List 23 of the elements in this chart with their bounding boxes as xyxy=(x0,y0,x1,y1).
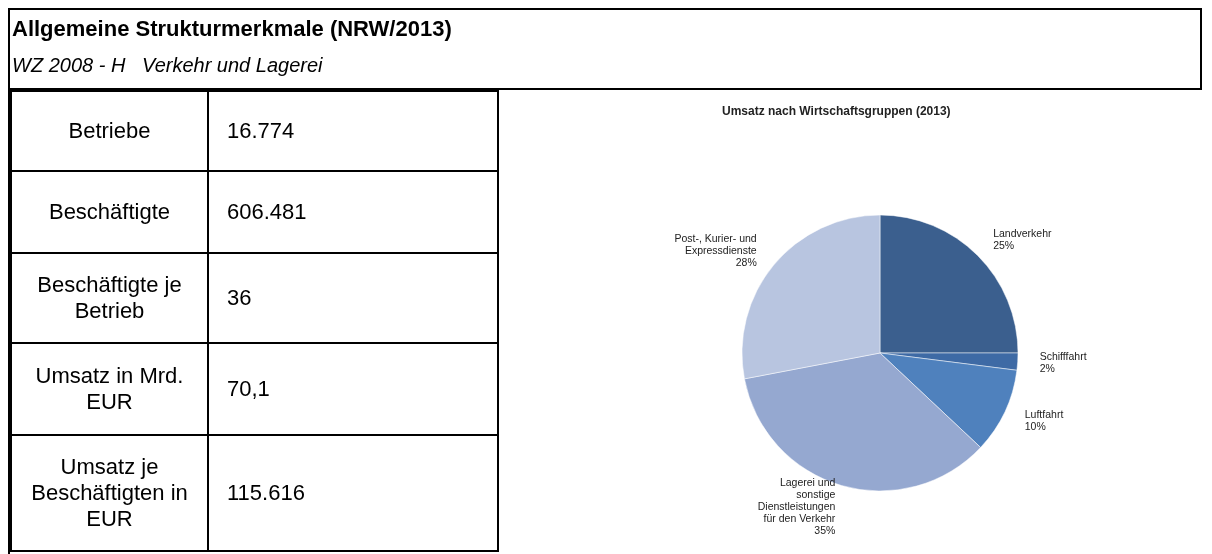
category-label: Umsatz je Beschäftigten in EUR xyxy=(11,435,208,551)
text: 115.616 xyxy=(227,480,305,505)
data-label: 25% xyxy=(993,238,1015,251)
text: 606.481 xyxy=(227,199,307,224)
slice-label: Luftfahrt xyxy=(1024,408,1064,421)
category-label: Umsatz in Mrd. EUR xyxy=(11,343,208,435)
slice-label: Schifffahrt xyxy=(1039,350,1087,363)
data-label: 2% xyxy=(1039,362,1055,375)
category-label: Beschäftigte xyxy=(11,171,208,253)
text: 16.774 xyxy=(227,118,295,143)
category-label: Beschäftigte je Betrieb xyxy=(11,253,208,343)
text: 70,1 xyxy=(227,376,270,401)
data-label: 28% xyxy=(735,256,757,269)
data-label: 10% xyxy=(1024,420,1046,433)
data-label: 35% xyxy=(814,523,836,536)
text: WZ 2008 - H Verkehr und Lagerei xyxy=(12,54,323,77)
slice-label: Post-, Kurier- und Expressdienste xyxy=(674,232,757,257)
slice-label: Lagerei und sonstige Dienstleistungen für den Verkehr xyxy=(757,475,836,524)
text: Allgemeine Strukturmerkmale (NRW/2013) xyxy=(12,16,452,42)
text: 36 xyxy=(227,285,252,310)
slice-label: Landverkehr xyxy=(993,226,1053,239)
category-label: Betriebe xyxy=(11,91,208,171)
chart-title: Umsatz nach Wirtschaftsgruppen (2013) xyxy=(722,104,951,118)
